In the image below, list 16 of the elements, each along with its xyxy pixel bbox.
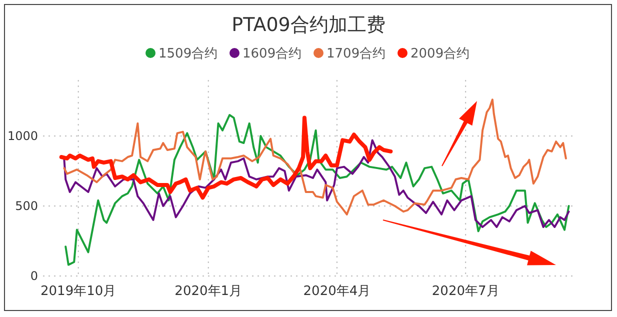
line-series	[63, 139, 570, 228]
legend-label: 1509合约	[158, 46, 218, 62]
y-tick-label: 500	[15, 199, 38, 214]
legend-label: 1609合约	[242, 46, 302, 62]
x-tick-label: 2020年4月	[303, 284, 371, 299]
y-tick-label: 1000	[7, 129, 38, 144]
chart-title: PTA09合约加工费	[232, 14, 386, 36]
x-tick-label: 2020年1月	[174, 284, 242, 299]
line-series	[64, 114, 570, 266]
legend-label: 1709合约	[326, 46, 386, 62]
line-series	[63, 98, 567, 216]
x-tick-label: 2020年7月	[432, 284, 500, 299]
line-series	[59, 116, 393, 200]
y-tick-label: 0	[30, 269, 38, 284]
legend-label: 2009合约	[410, 46, 470, 62]
x-tick-label: 2019年10月	[40, 284, 116, 299]
